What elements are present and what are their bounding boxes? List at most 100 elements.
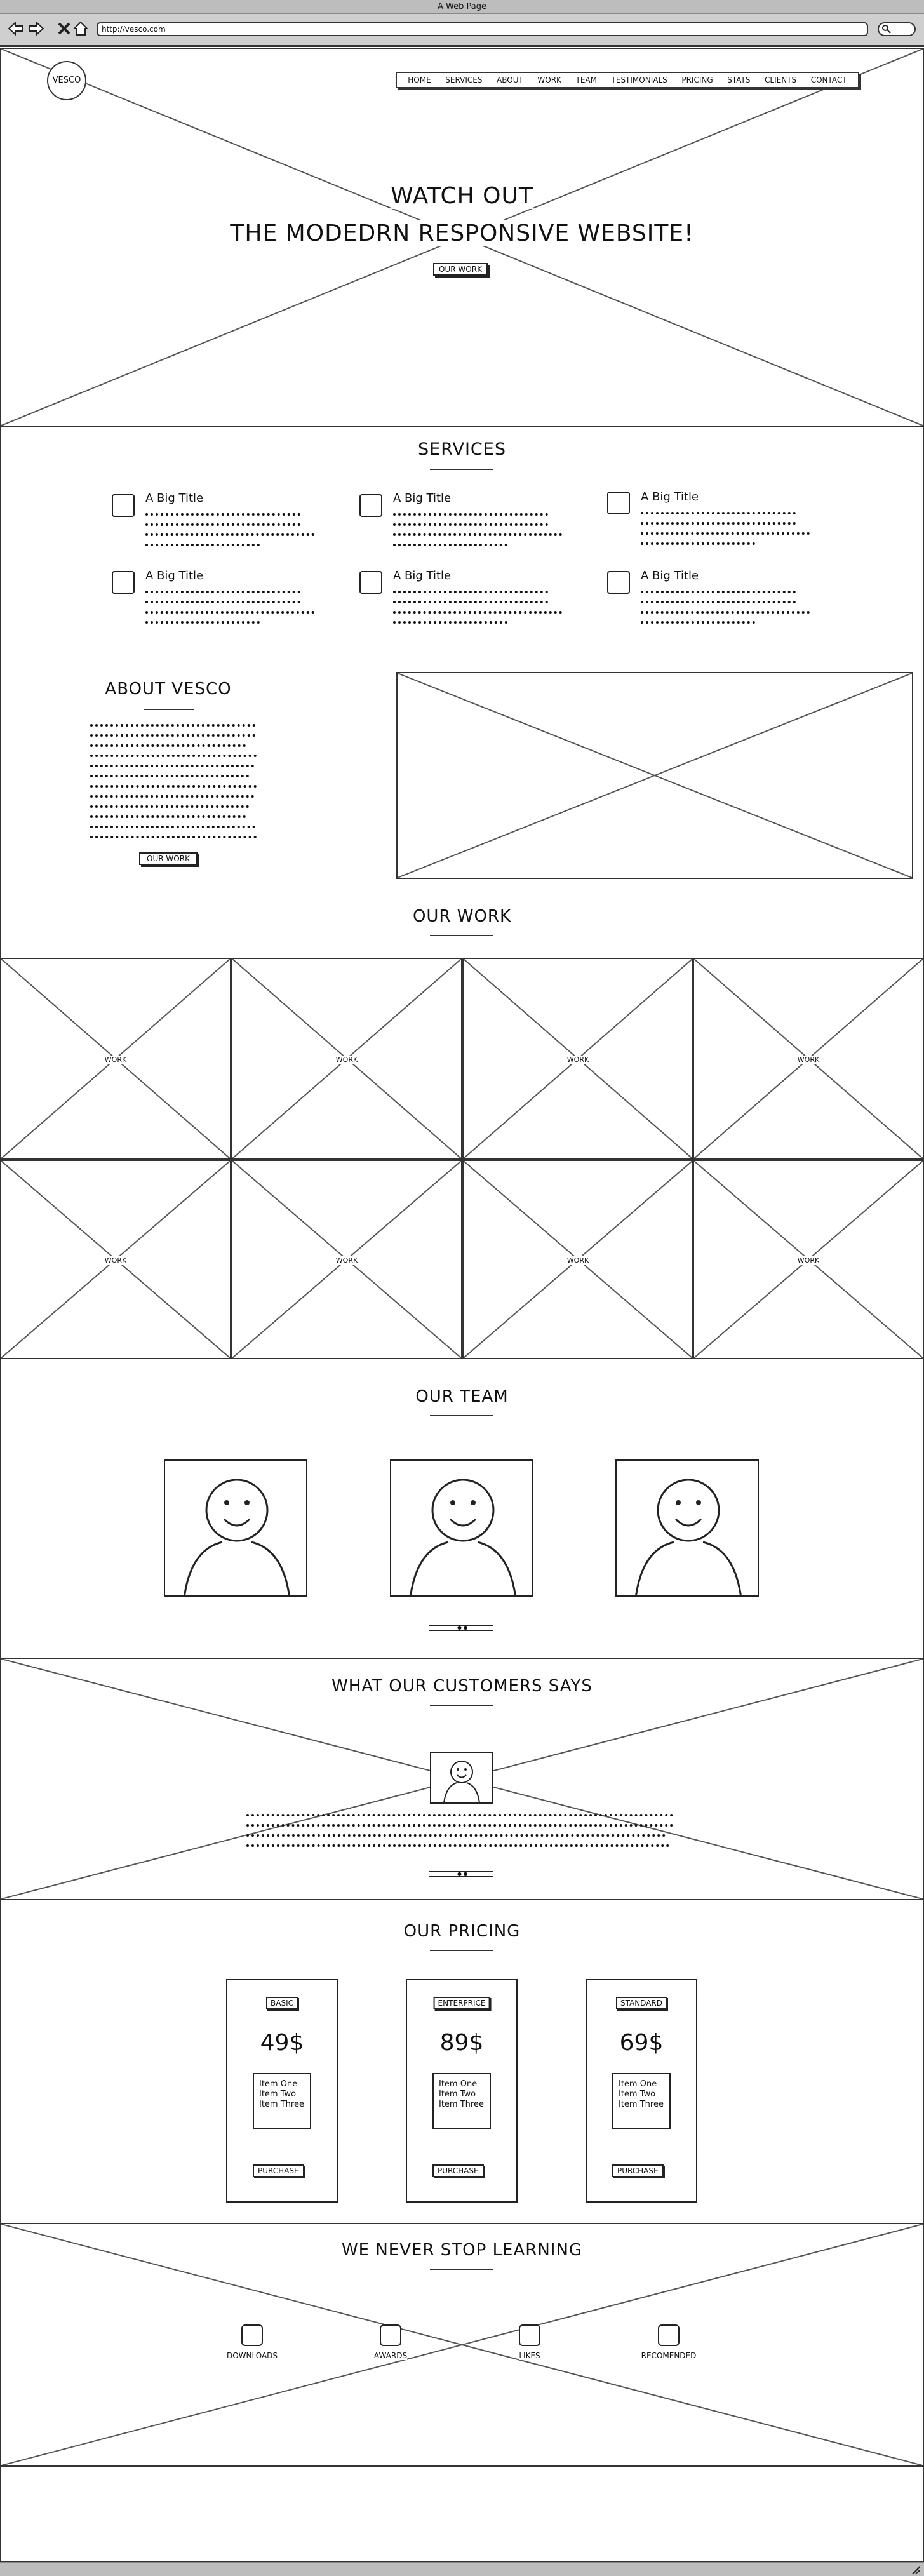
nav-item-work[interactable]: WORK bbox=[537, 76, 561, 84]
work-tile-label: WORK bbox=[334, 1256, 359, 1265]
stat-label-recomended: RECOMENDED bbox=[641, 2351, 697, 2360]
forward-arrow-icon[interactable] bbox=[28, 20, 44, 37]
nav-item-clients[interactable]: CLIENTS bbox=[765, 76, 797, 84]
service-title: A Big Title bbox=[145, 492, 204, 505]
nav-item-pricing[interactable]: PRICING bbox=[681, 76, 713, 84]
work-tile-label: WORK bbox=[565, 1056, 591, 1064]
hero-our-work-button[interactable]: OUR WORK bbox=[433, 263, 488, 276]
plan-features: Item One Item Two Item Three bbox=[612, 2073, 671, 2129]
nav-item-team[interactable]: TEAM bbox=[575, 76, 597, 84]
nav-item-testimonials[interactable]: TESTIMONIALS bbox=[611, 76, 667, 84]
nav-item-stats[interactable]: STATS bbox=[727, 76, 751, 84]
plan-features: Item One Item Two Item Three bbox=[253, 2073, 311, 2129]
service-text bbox=[145, 621, 260, 624]
service-title: A Big Title bbox=[145, 569, 204, 582]
plan-name: ENTERPRICE bbox=[433, 1997, 490, 2009]
service-text bbox=[641, 601, 796, 603]
work-tile[interactable]: WORK bbox=[693, 1160, 924, 1359]
service-text bbox=[393, 621, 507, 624]
stat-label-downloads: DOWNLOADS bbox=[226, 2351, 278, 2360]
stats-title-underline bbox=[430, 2269, 493, 2270]
team-title-underline bbox=[430, 1415, 493, 1416]
url-bar[interactable]: http://vesco.com bbox=[97, 22, 868, 36]
stats-section bbox=[0, 2223, 924, 2467]
work-tile[interactable]: WORK bbox=[693, 958, 924, 1160]
service-text bbox=[393, 523, 548, 526]
service-checkbox-icon[interactable] bbox=[359, 571, 382, 594]
hero-title-line1: WATCH OUT bbox=[391, 183, 533, 209]
service-text bbox=[641, 621, 755, 624]
work-tile[interactable]: WORK bbox=[231, 958, 462, 1160]
url-text: http://vesco.com bbox=[102, 25, 166, 34]
services-title: SERVICES bbox=[418, 439, 506, 459]
team-pagination-dots[interactable]: ● ● bbox=[429, 1625, 493, 1631]
downloads-icon bbox=[241, 2324, 263, 2346]
window-title: A Web Page bbox=[438, 2, 486, 11]
testimonials-pagination-dots[interactable]: ● ● bbox=[429, 1871, 493, 1877]
pricing-card-enterprice: ENTERPRICE 89$ Item One Item Two Item Th… bbox=[406, 1979, 518, 2203]
service-text bbox=[145, 591, 300, 593]
service-text bbox=[393, 611, 562, 614]
work-tile-label: WORK bbox=[103, 1056, 128, 1064]
team-member-avatar[interactable] bbox=[390, 1459, 533, 1597]
purchase-button[interactable]: PURCHASE bbox=[432, 2164, 484, 2177]
stats-background-placeholder bbox=[1, 2224, 923, 2465]
service-text bbox=[145, 513, 300, 516]
work-tile[interactable]: WORK bbox=[231, 1160, 462, 1359]
back-arrow-icon[interactable] bbox=[8, 20, 24, 37]
home-icon[interactable] bbox=[72, 20, 89, 37]
work-tile-label: WORK bbox=[796, 1056, 821, 1064]
work-tile[interactable]: WORK bbox=[462, 1160, 693, 1359]
service-text bbox=[393, 601, 548, 603]
person-icon bbox=[410, 1479, 516, 1595]
stat-label-awards: AWARDS bbox=[373, 2351, 408, 2360]
testimonials-title: WHAT OUR CUSTOMERS SAYS bbox=[331, 1677, 593, 1696]
service-text bbox=[641, 512, 796, 514]
plan-name: BASIC bbox=[266, 1997, 298, 2009]
team-member-avatar[interactable] bbox=[615, 1459, 759, 1597]
main-nav-menu: HOME SERVICES ABOUT WORK TEAM TESTIMONIA… bbox=[396, 72, 859, 88]
search-icon bbox=[882, 25, 891, 34]
service-text bbox=[641, 522, 796, 525]
purchase-button[interactable]: PURCHASE bbox=[253, 2164, 304, 2177]
nav-item-about[interactable]: ABOUT bbox=[497, 76, 523, 84]
browser-search-box[interactable] bbox=[878, 22, 916, 36]
purchase-button[interactable]: PURCHASE bbox=[612, 2164, 664, 2177]
footer-section bbox=[0, 2467, 924, 2562]
service-checkbox-icon[interactable] bbox=[112, 571, 135, 594]
customer-avatar bbox=[430, 1752, 493, 1804]
nav-item-services[interactable]: SERVICES bbox=[445, 76, 483, 84]
testimonials-title-underline bbox=[430, 1705, 493, 1706]
awards-icon bbox=[380, 2324, 401, 2346]
service-checkbox-icon[interactable] bbox=[607, 492, 630, 514]
service-title: A Big Title bbox=[393, 492, 452, 505]
about-our-work-button[interactable]: OUR WORK bbox=[139, 852, 198, 865]
services-title-underline bbox=[430, 469, 493, 470]
nav-item-contact[interactable]: CONTACT bbox=[810, 76, 847, 84]
work-tile-label: WORK bbox=[334, 1056, 359, 1064]
service-checkbox-icon[interactable] bbox=[607, 571, 630, 594]
work-tile[interactable]: WORK bbox=[462, 958, 693, 1160]
service-checkbox-icon[interactable] bbox=[112, 494, 135, 517]
service-text bbox=[641, 591, 796, 593]
recomended-icon bbox=[658, 2324, 680, 2346]
team-title: OUR TEAM bbox=[415, 1387, 509, 1406]
about-title: ABOUT VESCO bbox=[105, 680, 232, 699]
work-tile-label: WORK bbox=[565, 1256, 591, 1265]
service-checkbox-icon[interactable] bbox=[359, 494, 382, 517]
pricing-section bbox=[0, 1900, 924, 2223]
service-title: A Big Title bbox=[641, 569, 699, 582]
team-member-avatar[interactable] bbox=[164, 1459, 307, 1597]
service-text bbox=[393, 591, 548, 593]
work-tile[interactable]: WORK bbox=[0, 1160, 231, 1359]
nav-item-home[interactable]: HOME bbox=[408, 76, 431, 84]
plan-price: 69$ bbox=[619, 2030, 664, 2056]
person-icon bbox=[443, 1761, 480, 1803]
site-logo[interactable]: VESCO bbox=[47, 61, 86, 100]
person-icon bbox=[184, 1479, 290, 1595]
close-x-icon[interactable] bbox=[56, 20, 72, 37]
work-tile[interactable]: WORK bbox=[0, 958, 231, 1160]
service-text bbox=[145, 523, 300, 526]
service-text bbox=[641, 532, 810, 535]
resize-grip-icon[interactable] bbox=[910, 2565, 920, 2575]
